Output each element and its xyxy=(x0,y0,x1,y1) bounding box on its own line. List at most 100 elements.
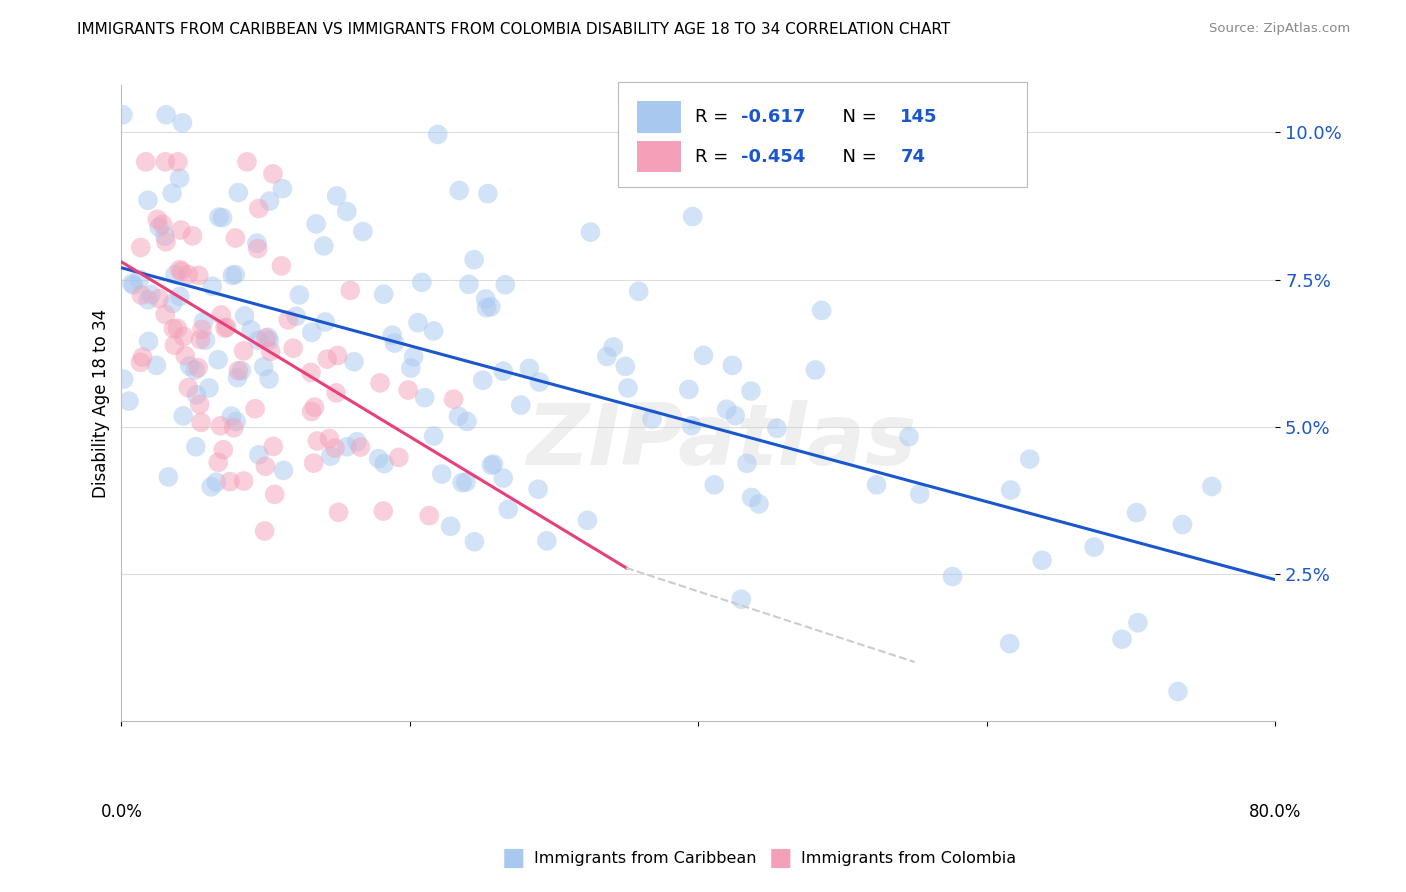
Point xyxy=(312,239,335,253)
Point xyxy=(236,154,259,169)
Point xyxy=(810,303,832,318)
Point xyxy=(226,186,249,200)
Point xyxy=(172,409,194,423)
Point xyxy=(336,440,359,454)
Point xyxy=(349,440,371,454)
Point xyxy=(155,154,177,169)
Point xyxy=(253,359,276,374)
Point xyxy=(475,301,498,315)
Point xyxy=(426,128,449,142)
Point xyxy=(328,505,350,519)
Point xyxy=(1201,479,1223,493)
Point xyxy=(897,430,920,444)
Point xyxy=(299,365,322,379)
Text: -0.454: -0.454 xyxy=(741,147,806,166)
Point xyxy=(1018,452,1040,467)
Point xyxy=(447,409,470,424)
Text: Immigrants from Colombia: Immigrants from Colombia xyxy=(801,851,1017,865)
Point xyxy=(703,478,725,492)
Point xyxy=(367,451,389,466)
Text: R =: R = xyxy=(695,147,734,166)
Point xyxy=(1171,517,1194,532)
Point xyxy=(339,284,361,298)
Point xyxy=(617,381,640,395)
Point xyxy=(740,384,762,398)
Text: ZIPatlas: ZIPatlas xyxy=(526,400,917,483)
Point xyxy=(179,359,201,373)
Point xyxy=(131,288,153,302)
Point xyxy=(198,381,221,395)
Point xyxy=(326,349,349,363)
Point xyxy=(449,184,471,198)
Point xyxy=(479,458,502,473)
Point xyxy=(111,108,134,122)
Point xyxy=(373,287,395,301)
Point xyxy=(225,415,247,429)
Point xyxy=(443,392,465,407)
Point xyxy=(254,331,277,345)
Point xyxy=(247,448,270,462)
Text: IMMIGRANTS FROM CARIBBEAN VS IMMIGRANTS FROM COLOMBIA DISABILITY AGE 18 TO 34 CO: IMMIGRANTS FROM CARIBBEAN VS IMMIGRANTS … xyxy=(77,22,950,37)
Point xyxy=(346,434,368,449)
Text: 80.0%: 80.0% xyxy=(1249,804,1302,822)
Point xyxy=(239,323,262,337)
Point xyxy=(263,487,285,501)
Point xyxy=(316,352,339,367)
Point xyxy=(160,186,183,201)
Point xyxy=(148,292,170,306)
Point xyxy=(136,293,159,307)
Point xyxy=(200,480,222,494)
Point xyxy=(139,287,162,301)
Point xyxy=(368,376,391,390)
Y-axis label: Disability Age 18 to 34: Disability Age 18 to 34 xyxy=(93,309,110,498)
Point xyxy=(224,268,246,282)
Point xyxy=(277,313,299,327)
Point xyxy=(135,154,157,169)
Point xyxy=(169,262,191,277)
Point xyxy=(177,268,200,282)
Point xyxy=(998,637,1021,651)
Point xyxy=(325,189,347,203)
Point xyxy=(509,398,531,412)
Point xyxy=(576,513,599,527)
Point xyxy=(193,314,215,328)
Point xyxy=(352,225,374,239)
Point xyxy=(211,211,233,225)
Text: N =: N = xyxy=(831,147,883,166)
Point xyxy=(218,475,240,489)
Point xyxy=(145,359,167,373)
Point xyxy=(399,361,422,376)
Point xyxy=(418,508,440,523)
Point xyxy=(215,320,238,334)
Point xyxy=(865,477,887,491)
Point xyxy=(288,288,311,302)
Point xyxy=(678,383,700,397)
Point xyxy=(301,404,323,418)
Point xyxy=(381,328,404,343)
Point xyxy=(724,409,747,423)
Point xyxy=(187,268,209,283)
Point xyxy=(157,470,180,484)
Point xyxy=(716,402,738,417)
Point xyxy=(627,285,650,299)
Point xyxy=(1126,615,1149,630)
Point xyxy=(231,364,253,378)
Point xyxy=(517,361,540,376)
Point xyxy=(177,381,200,395)
Point xyxy=(207,352,229,367)
Text: Immigrants from Caribbean: Immigrants from Caribbean xyxy=(534,851,756,865)
Point xyxy=(138,334,160,349)
Point xyxy=(155,108,177,122)
Point xyxy=(413,391,436,405)
Point xyxy=(319,449,342,463)
Point xyxy=(463,534,485,549)
Point xyxy=(270,259,292,273)
Point xyxy=(285,310,308,324)
Point xyxy=(496,502,519,516)
Point xyxy=(232,343,254,358)
Point xyxy=(247,202,270,216)
Point xyxy=(162,321,184,335)
Text: ■: ■ xyxy=(502,847,524,870)
Point xyxy=(273,463,295,477)
Point xyxy=(254,459,277,474)
